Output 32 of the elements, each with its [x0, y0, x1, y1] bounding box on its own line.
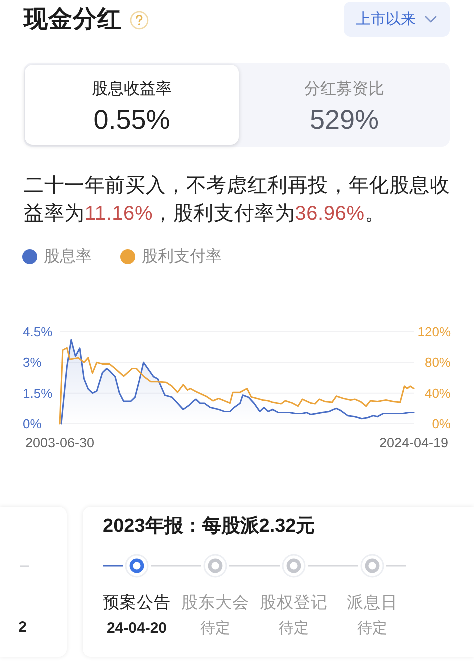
y-tick-label: 0%	[23, 416, 42, 432]
y2-tick-label: 0%	[432, 416, 452, 432]
text: 股权登记	[259, 593, 329, 613]
text: 待定	[278, 620, 310, 638]
legend-label: 股息率	[44, 248, 92, 266]
text: 24-04-20	[106, 620, 168, 638]
y-tick-label: 3%	[23, 355, 42, 370]
stats-panel: 股息收益率 0.55% 分红募资比 529%	[24, 63, 450, 147]
text: 现金分红	[24, 6, 122, 34]
y2-tick-label: 120%	[418, 324, 452, 340]
legend-label: 股利支付率	[142, 248, 222, 266]
dropdown-button: 上市以来	[344, 2, 450, 37]
text: 36.96%	[295, 203, 365, 225]
selected-tab: 股息收益率 0.55%	[25, 65, 239, 145]
text: 预案公告	[102, 593, 172, 613]
text: ，股利支付率为	[153, 203, 296, 225]
y2-tick-label: 40%	[424, 386, 452, 401]
text: 。	[364, 203, 386, 225]
text: 2	[18, 619, 27, 637]
text: 二十一年前买入，不考虑红利再投，年化股息收	[24, 175, 450, 197]
text: 股东大会	[180, 593, 250, 613]
text: 待定	[200, 620, 232, 638]
text: 待定	[356, 620, 388, 638]
x-tick-label: 2003-06-30	[25, 436, 95, 450]
y2-tick-label: 80%	[424, 355, 452, 370]
x-tick-label: 2024-04-19	[379, 436, 449, 450]
y-tick-label: 1.5%	[23, 386, 54, 401]
text: 11.16%	[84, 203, 154, 225]
text: 2023年报：每股派2.32元	[103, 516, 316, 538]
y-tick-label: 4.5%	[23, 324, 54, 340]
text: 派息日	[346, 593, 399, 613]
text: 益率为	[24, 203, 85, 225]
